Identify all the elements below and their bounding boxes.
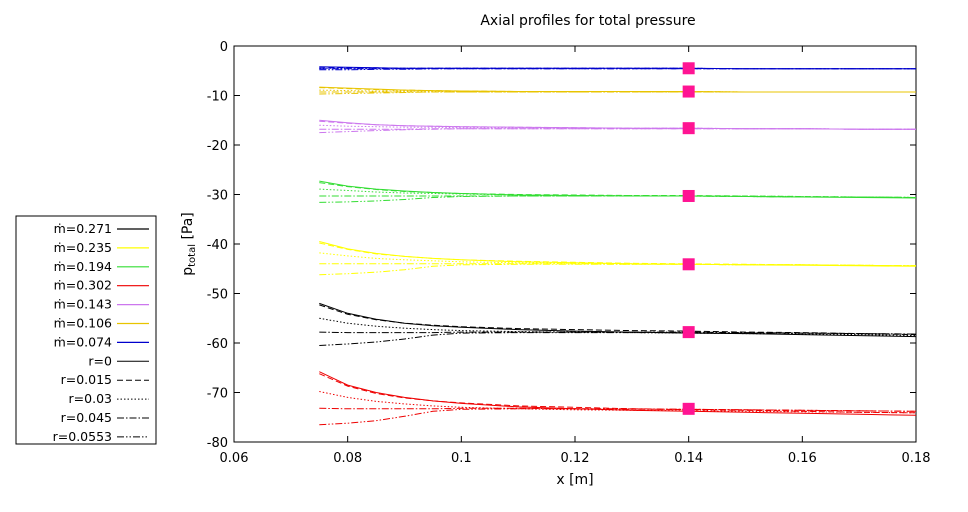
series-line-6-1	[319, 373, 917, 414]
series-line-3-1	[319, 182, 917, 198]
marker-point	[682, 122, 695, 135]
legend-entry-label: r=0.0553	[53, 429, 112, 444]
legend-entry-label: r=0	[88, 353, 112, 368]
series-line-5-4	[319, 332, 917, 346]
marker-point	[682, 258, 695, 271]
x-tick-label: 0.12	[561, 451, 590, 466]
legend-entry-label: r=0.045	[61, 410, 112, 425]
legend-entry-label: ṁ=0.106	[54, 316, 112, 331]
marker-point	[682, 62, 695, 75]
series-line-6-0	[319, 371, 917, 416]
x-tick-label: 0.16	[788, 451, 817, 466]
series-line-1-4	[319, 91, 916, 95]
legend-entry-label: ṁ=0.235	[54, 240, 112, 255]
x-tick-label: 0.06	[220, 451, 249, 466]
legend-entry-label: ṁ=0.074	[54, 334, 112, 349]
marker-point	[682, 189, 695, 202]
marker-point	[682, 326, 695, 339]
plot-frame	[233, 45, 917, 443]
legend-entry-label: ṁ=0.194	[54, 259, 112, 274]
series-line-0-4	[319, 68, 916, 71]
y-tick-label: -30	[207, 189, 228, 204]
x-axis-label: x [m]	[556, 472, 593, 488]
y-axis-label: ptotal [Pa]	[180, 212, 198, 276]
y-tick-label: -50	[207, 288, 228, 303]
y-tick-label: -10	[207, 90, 228, 105]
x-tick-label: 0.08	[333, 451, 362, 466]
legend-entry-label: ṁ=0.302	[54, 278, 112, 293]
legend-entry-label: r=0.03	[69, 391, 112, 406]
y-axis-label-sub: total	[187, 244, 198, 267]
y-tick-label: 0	[220, 40, 228, 55]
legend-entry-label: r=0.015	[61, 372, 112, 387]
series-line-3-4	[319, 195, 917, 203]
x-tick-label: 0.1	[451, 451, 472, 466]
series-line-6-4	[319, 408, 917, 426]
series-line-5-0	[319, 302, 917, 338]
plot-area: 0 -10 -20 -30 -40 -50 -60 -70 -800.06 0.08 0.1 0.12…	[207, 40, 931, 466]
x-tick-label: 0.14	[674, 451, 703, 466]
series-line-4-4	[319, 263, 917, 276]
y-tick-label: -20	[207, 139, 228, 154]
series-line-5-1	[319, 304, 917, 336]
y-axis-label-main: p	[180, 267, 196, 276]
y-tick-label: -70	[207, 387, 228, 402]
legend-entry-label: ṁ=0.271	[54, 221, 112, 236]
legend-box	[15, 215, 157, 445]
y-axis-label-unit: [Pa]	[180, 212, 196, 244]
x-tick-label: 0.18	[902, 451, 931, 466]
series-line-2-4	[319, 128, 916, 134]
y-tick-label: -60	[207, 337, 228, 352]
legend-entry-label: ṁ=0.143	[54, 297, 112, 312]
y-tick-label: -80	[207, 436, 228, 451]
series-line-4-1	[319, 242, 917, 267]
marker-point	[682, 402, 695, 415]
chart-title: Axial profiles for total pressure	[480, 13, 695, 29]
y-tick-label: -40	[207, 238, 228, 253]
marker-point	[682, 85, 695, 98]
legend: ṁ=0.271 ṁ=0.235 ṁ=0.194 ṁ=0.302 ṁ=0.143 ṁ=0.1…	[15, 215, 157, 445]
